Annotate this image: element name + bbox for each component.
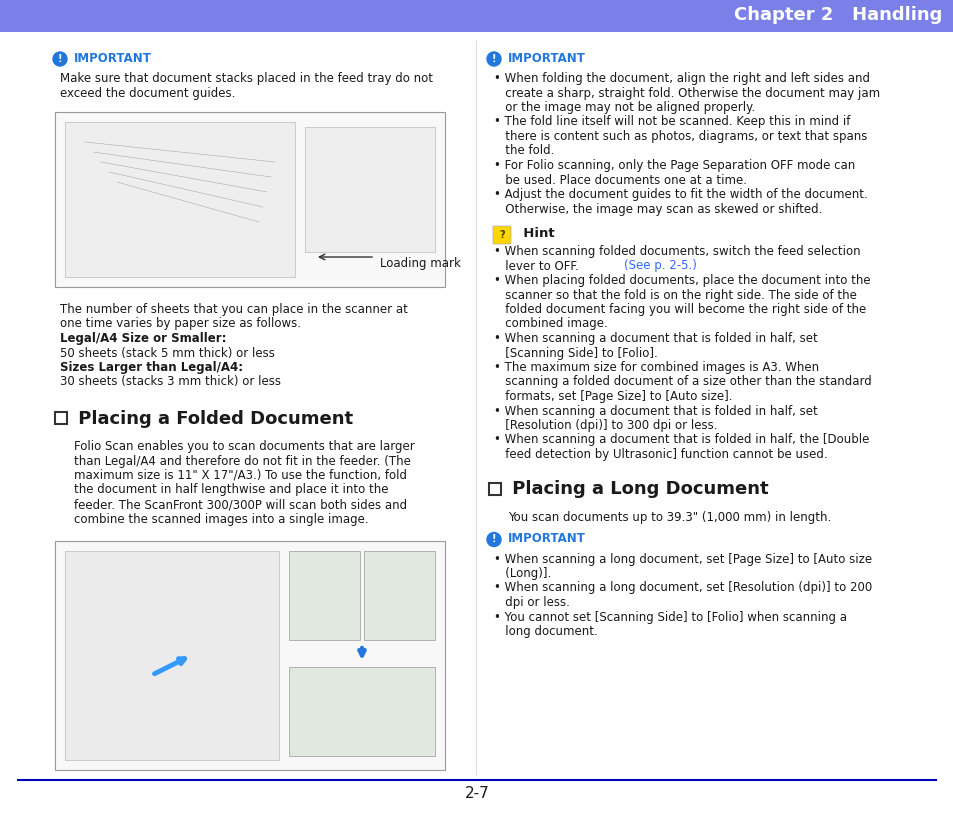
Text: than Legal/A4 and therefore do not fit in the feeder. (The: than Legal/A4 and therefore do not fit i… — [74, 455, 411, 468]
Text: !: ! — [491, 54, 496, 64]
Text: combine the scanned images into a single image.: combine the scanned images into a single… — [74, 513, 368, 525]
Text: You scan documents up to 39.3" (1,000 mm) in length.: You scan documents up to 39.3" (1,000 mm… — [507, 510, 830, 524]
Bar — [55, 112, 444, 287]
Text: • The fold line itself will not be scanned. Keep this in mind if: • The fold line itself will not be scann… — [494, 115, 849, 128]
Text: formats, set [Page Size] to [Auto size].: formats, set [Page Size] to [Auto size]. — [494, 390, 732, 403]
Circle shape — [486, 52, 500, 66]
Circle shape — [486, 533, 500, 546]
Text: Sizes Larger than Legal/A4:: Sizes Larger than Legal/A4: — [60, 361, 243, 374]
Text: the fold.: the fold. — [494, 145, 554, 158]
Text: Loading mark: Loading mark — [379, 257, 460, 269]
Text: one time varies by paper size as follows.: one time varies by paper size as follows… — [60, 317, 301, 330]
Text: • When scanning a document that is folded in half, set: • When scanning a document that is folde… — [494, 404, 817, 417]
Text: 2-7: 2-7 — [464, 786, 489, 801]
Bar — [55, 541, 444, 770]
Bar — [0, 0, 953, 32]
Text: ?: ? — [498, 230, 504, 240]
Text: IMPORTANT: IMPORTANT — [74, 52, 152, 65]
Bar — [489, 483, 500, 495]
Text: • For Folio scanning, only the Page Separation OFF mode can: • For Folio scanning, only the Page Sepa… — [494, 159, 854, 172]
Circle shape — [53, 52, 67, 66]
FancyBboxPatch shape — [493, 226, 511, 244]
Text: Hint: Hint — [514, 227, 554, 240]
Text: !: ! — [491, 534, 496, 545]
Bar — [65, 122, 294, 277]
Text: the document in half lengthwise and place it into the: the document in half lengthwise and plac… — [74, 483, 388, 497]
Text: feed detection by Ultrasonic] function cannot be used.: feed detection by Ultrasonic] function c… — [494, 448, 827, 461]
Text: Legal/A4 Size or Smaller:: Legal/A4 Size or Smaller: — [60, 332, 226, 345]
Text: • Adjust the document guides to fit the width of the document.: • Adjust the document guides to fit the … — [494, 188, 867, 201]
Text: • When scanning a document that is folded in half, the [Double: • When scanning a document that is folde… — [494, 434, 868, 447]
Text: 50 sheets (stack 5 mm thick) or less: 50 sheets (stack 5 mm thick) or less — [60, 347, 274, 359]
Text: IMPORTANT: IMPORTANT — [507, 533, 585, 546]
Text: combined image.: combined image. — [494, 317, 607, 330]
Bar — [65, 551, 278, 760]
Text: Make sure that document stacks placed in the feed tray do not: Make sure that document stacks placed in… — [60, 72, 433, 85]
Text: • You cannot set [Scanning Side] to [Folio] when scanning a: • You cannot set [Scanning Side] to [Fol… — [494, 610, 846, 623]
Bar — [305, 127, 435, 252]
Text: (Long)].: (Long)]. — [494, 567, 551, 580]
Text: • When scanning a long document, set [Resolution (dpi)] to 200: • When scanning a long document, set [Re… — [494, 582, 871, 595]
Text: Chapter 2   Handling: Chapter 2 Handling — [733, 6, 941, 24]
Text: !: ! — [58, 54, 62, 64]
Text: • When scanning folded documents, switch the feed selection: • When scanning folded documents, switch… — [494, 245, 860, 258]
Bar — [289, 551, 359, 640]
Bar — [289, 667, 435, 756]
Text: lever to OFF.: lever to OFF. — [494, 259, 642, 272]
Text: create a sharp, straight fold. Otherwise the document may jam: create a sharp, straight fold. Otherwise… — [494, 87, 880, 100]
Text: • When folding the document, align the right and left sides and: • When folding the document, align the r… — [494, 72, 869, 85]
Text: Folio Scan enables you to scan documents that are larger: Folio Scan enables you to scan documents… — [74, 440, 415, 453]
Text: exceed the document guides.: exceed the document guides. — [60, 87, 235, 100]
Text: • When placing folded documents, place the document into the: • When placing folded documents, place t… — [494, 274, 870, 287]
Text: [Resolution (dpi)] to 300 dpi or less.: [Resolution (dpi)] to 300 dpi or less. — [494, 419, 717, 432]
Text: long document.: long document. — [494, 625, 598, 638]
Text: • When scanning a document that is folded in half, set: • When scanning a document that is folde… — [494, 332, 817, 345]
Bar — [364, 551, 435, 640]
Text: dpi or less.: dpi or less. — [494, 596, 569, 609]
Text: scanning a folded document of a size other than the standard: scanning a folded document of a size oth… — [494, 375, 871, 389]
Text: IMPORTANT: IMPORTANT — [507, 52, 585, 65]
Text: or the image may not be aligned properly.: or the image may not be aligned properly… — [494, 101, 755, 114]
Text: 30 sheets (stacks 3 mm thick) or less: 30 sheets (stacks 3 mm thick) or less — [60, 375, 281, 389]
Text: scanner so that the fold is on the right side. The side of the: scanner so that the fold is on the right… — [494, 289, 856, 302]
Text: folded document facing you will become the right side of the: folded document facing you will become t… — [494, 303, 865, 316]
Text: Placing a Long Document: Placing a Long Document — [505, 480, 768, 498]
Text: Otherwise, the image may scan as skewed or shifted.: Otherwise, the image may scan as skewed … — [494, 203, 821, 215]
Text: [Scanning Side] to [Folio].: [Scanning Side] to [Folio]. — [494, 347, 657, 359]
Text: (See p. 2-5.): (See p. 2-5.) — [623, 259, 696, 272]
Text: feeder. The ScanFront 300/300P will scan both sides and: feeder. The ScanFront 300/300P will scan… — [74, 498, 407, 511]
Text: The number of sheets that you can place in the scanner at: The number of sheets that you can place … — [60, 303, 408, 316]
Text: Placing a Folded Document: Placing a Folded Document — [71, 410, 353, 428]
Text: maximum size is 11" X 17"/A3.) To use the function, fold: maximum size is 11" X 17"/A3.) To use th… — [74, 469, 407, 482]
Text: be used. Place documents one at a time.: be used. Place documents one at a time. — [494, 173, 746, 187]
Bar — [55, 412, 67, 424]
Text: • When scanning a long document, set [Page Size] to [Auto size: • When scanning a long document, set [Pa… — [494, 552, 871, 565]
Text: there is content such as photos, diagrams, or text that spans: there is content such as photos, diagram… — [494, 130, 866, 143]
Text: • The maximum size for combined images is A3. When: • The maximum size for combined images i… — [494, 361, 819, 374]
